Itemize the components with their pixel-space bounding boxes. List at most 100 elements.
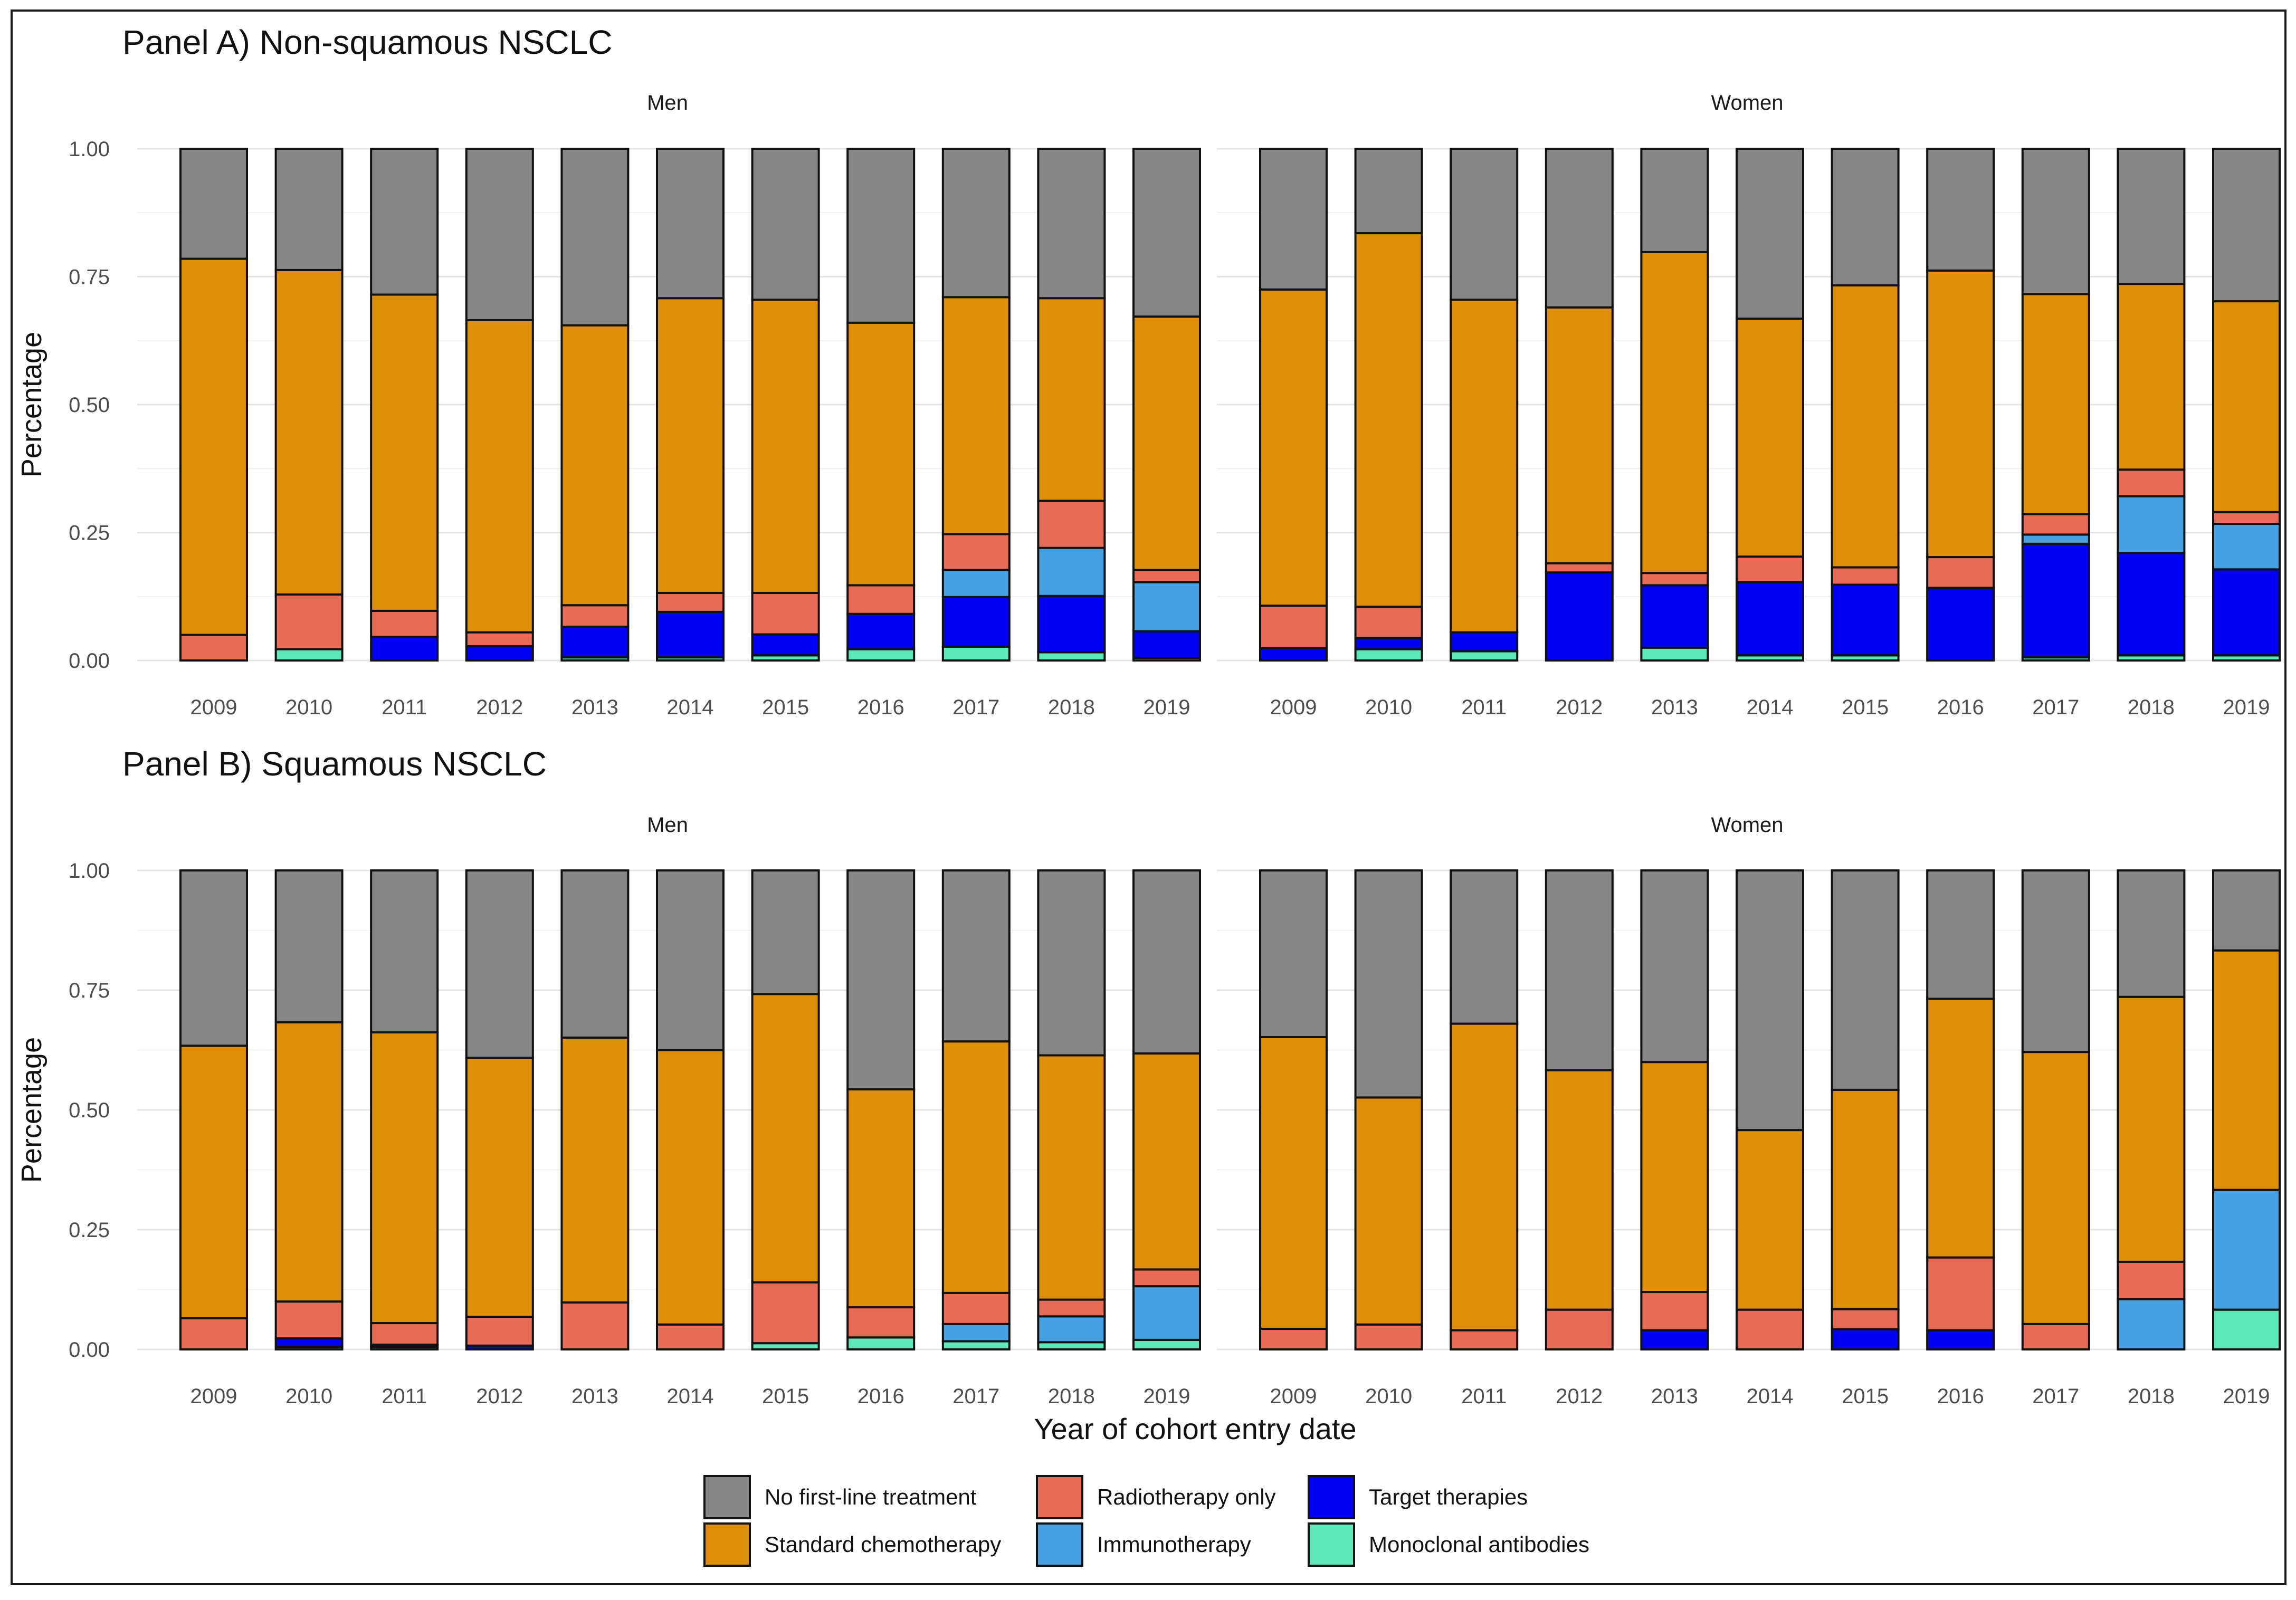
x-tick-label: 2015	[762, 1385, 809, 1408]
bar-segment-radiotherapy-only	[2021, 513, 2090, 536]
x-tick-label: 2018	[1048, 696, 1095, 719]
y-tick-label: 0.75	[69, 979, 110, 1002]
bar-segment-radiotherapy-only	[656, 1323, 725, 1350]
bar-segment-no-first-line-treatment	[179, 869, 248, 1047]
bar-segment-no-first-line-treatment	[2021, 869, 2090, 1053]
x-tick-label: 2013	[1651, 696, 1698, 719]
bar-segment-monoclonal-antibodies	[1037, 1341, 1106, 1350]
bar-segment-standard-chemotherapy	[751, 993, 820, 1283]
bar-segment-monoclonal-antibodies	[941, 1340, 1011, 1350]
bar-2016	[846, 148, 916, 662]
bar-segment-no-first-line-treatment	[1926, 869, 1995, 1000]
bar-segment-immunotherapy	[2117, 495, 2186, 554]
bar-segment-radiotherapy-only	[1132, 1268, 1201, 1288]
bar-segment-no-first-line-treatment	[1736, 869, 1804, 1132]
bar-segment-no-first-line-treatment	[656, 869, 725, 1051]
bar-2015	[751, 869, 820, 1351]
bar-segment-no-first-line-treatment	[2117, 869, 2186, 998]
bar-segment-no-first-line-treatment	[370, 148, 439, 296]
bar-segment-radiotherapy-only	[1132, 569, 1201, 583]
bar-segment-radiotherapy-only	[1450, 1329, 1519, 1350]
bar-segment-no-first-line-treatment	[465, 148, 534, 321]
bar-segment-target-therapies	[1259, 647, 1328, 662]
x-tick-label: 2011	[382, 1385, 427, 1408]
bar-2009	[179, 148, 248, 662]
facet-men: Men 2009 2010 2011 2012 2013 2014 2015 2016 2017 2…	[137, 813, 1201, 1408]
bar-segment-radiotherapy-only	[1259, 605, 1328, 649]
y-tick-label: 0.25	[69, 1219, 110, 1242]
bar-segment-target-therapies	[1545, 571, 1614, 662]
bar-segment-standard-chemotherapy	[1132, 315, 1201, 571]
bar-segment-monoclonal-antibodies	[1037, 651, 1106, 662]
bar-segment-standard-chemotherapy	[1640, 1061, 1709, 1294]
bar-segment-target-therapies	[1926, 1329, 1995, 1350]
legend-label: Standard chemotherapy	[765, 1532, 1001, 1557]
bar-segment-standard-chemotherapy	[465, 319, 534, 634]
bar-segment-standard-chemotherapy	[1545, 306, 1614, 564]
bar-segment-standard-chemotherapy	[2021, 293, 2090, 515]
facet-men: Men 2009 2010 2011 2012 2013 2014 2015 2016 2017 2…	[137, 91, 1201, 719]
y-tick-label: 1.00	[69, 138, 110, 161]
panel-panel-b-squamous-nsclc: Panel B) Squamous NSCLC Percentage 0.00 0.2…	[16, 745, 2281, 1408]
x-tick-label: 2018	[2128, 696, 2175, 719]
bar-segment-standard-chemotherapy	[1132, 1052, 1201, 1271]
facet-label: Women	[1711, 813, 1783, 837]
bar-segment-target-therapies	[1640, 584, 1709, 649]
bar-2015	[1831, 869, 1900, 1351]
legend-swatch	[1308, 1522, 1355, 1567]
facet-label: Men	[647, 813, 688, 837]
bar-segment-no-first-line-treatment	[846, 148, 916, 324]
bar-segment-monoclonal-antibodies	[1640, 646, 1709, 662]
legend-item-immunotherapy: Immunotherapy	[1036, 1522, 1251, 1567]
x-tick-label: 2015	[1842, 696, 1889, 719]
x-tick-label: 2009	[190, 1385, 237, 1408]
bar-segment-immunotherapy	[1037, 1315, 1106, 1344]
bar-segment-radiotherapy-only	[656, 591, 725, 613]
x-tick-label: 2012	[476, 696, 523, 719]
bar-segment-radiotherapy-only	[370, 1322, 439, 1346]
bar-segment-target-therapies	[560, 625, 630, 659]
bar-segment-radiotherapy-only	[465, 631, 534, 647]
bar-segment-radiotherapy-only	[1354, 606, 1423, 639]
legend-item-radiotherapy-only: Radiotherapy only	[1036, 1475, 1276, 1519]
bar-segment-no-first-line-treatment	[941, 869, 1011, 1043]
bar-2016	[1926, 869, 1995, 1350]
bar-2010	[274, 148, 344, 662]
bar-segment-standard-chemotherapy	[465, 1057, 534, 1318]
x-tick-label: 2015	[1842, 1385, 1889, 1408]
x-tick-label: 2016	[1937, 696, 1984, 719]
bar-segment-radiotherapy-only	[2117, 1260, 2186, 1300]
bar-segment-target-therapies	[1640, 1329, 1709, 1350]
bar-segment-standard-chemotherapy	[656, 297, 725, 594]
bar-2014	[1736, 869, 1804, 1350]
x-tick-label: 2009	[190, 696, 237, 719]
bar-segment-no-first-line-treatment	[1831, 869, 1900, 1091]
bar-segment-monoclonal-antibodies	[1132, 1338, 1201, 1351]
x-tick-label: 2017	[952, 696, 999, 719]
panel-title: Panel B) Squamous NSCLC	[122, 745, 547, 783]
bar-segment-target-therapies	[2212, 568, 2281, 657]
bar-segment-monoclonal-antibodies	[2212, 1308, 2281, 1350]
bar-segment-standard-chemotherapy	[2117, 995, 2186, 1263]
bar-segment-radiotherapy-only	[1640, 572, 1709, 587]
bar-2014	[1736, 148, 1804, 662]
y-tick-label: 0.50	[69, 1099, 110, 1122]
bar-segment-radiotherapy-only	[2021, 1323, 2090, 1350]
bar-segment-no-first-line-treatment	[465, 869, 534, 1059]
legend-swatch	[1036, 1475, 1083, 1519]
bar-segment-radiotherapy-only	[1926, 556, 1995, 589]
bar-segment-no-first-line-treatment	[1736, 148, 1804, 320]
x-tick-label: 2018	[1048, 1385, 1095, 1408]
bar-segment-standard-chemotherapy	[370, 1031, 439, 1325]
bar-segment-target-therapies	[1132, 630, 1201, 659]
bar-2011	[1450, 148, 1519, 662]
bar-2010	[1354, 869, 1423, 1350]
bar-segment-target-therapies	[2117, 552, 2186, 657]
bar-segment-standard-chemotherapy	[1259, 1036, 1328, 1330]
bar-segment-standard-chemotherapy	[274, 1021, 344, 1303]
bar-segment-no-first-line-treatment	[1037, 148, 1106, 300]
x-tick-label: 2014	[1747, 696, 1794, 719]
x-tick-label: 2012	[1556, 696, 1603, 719]
bar-2013	[1640, 869, 1709, 1350]
bar-2014	[656, 869, 725, 1350]
